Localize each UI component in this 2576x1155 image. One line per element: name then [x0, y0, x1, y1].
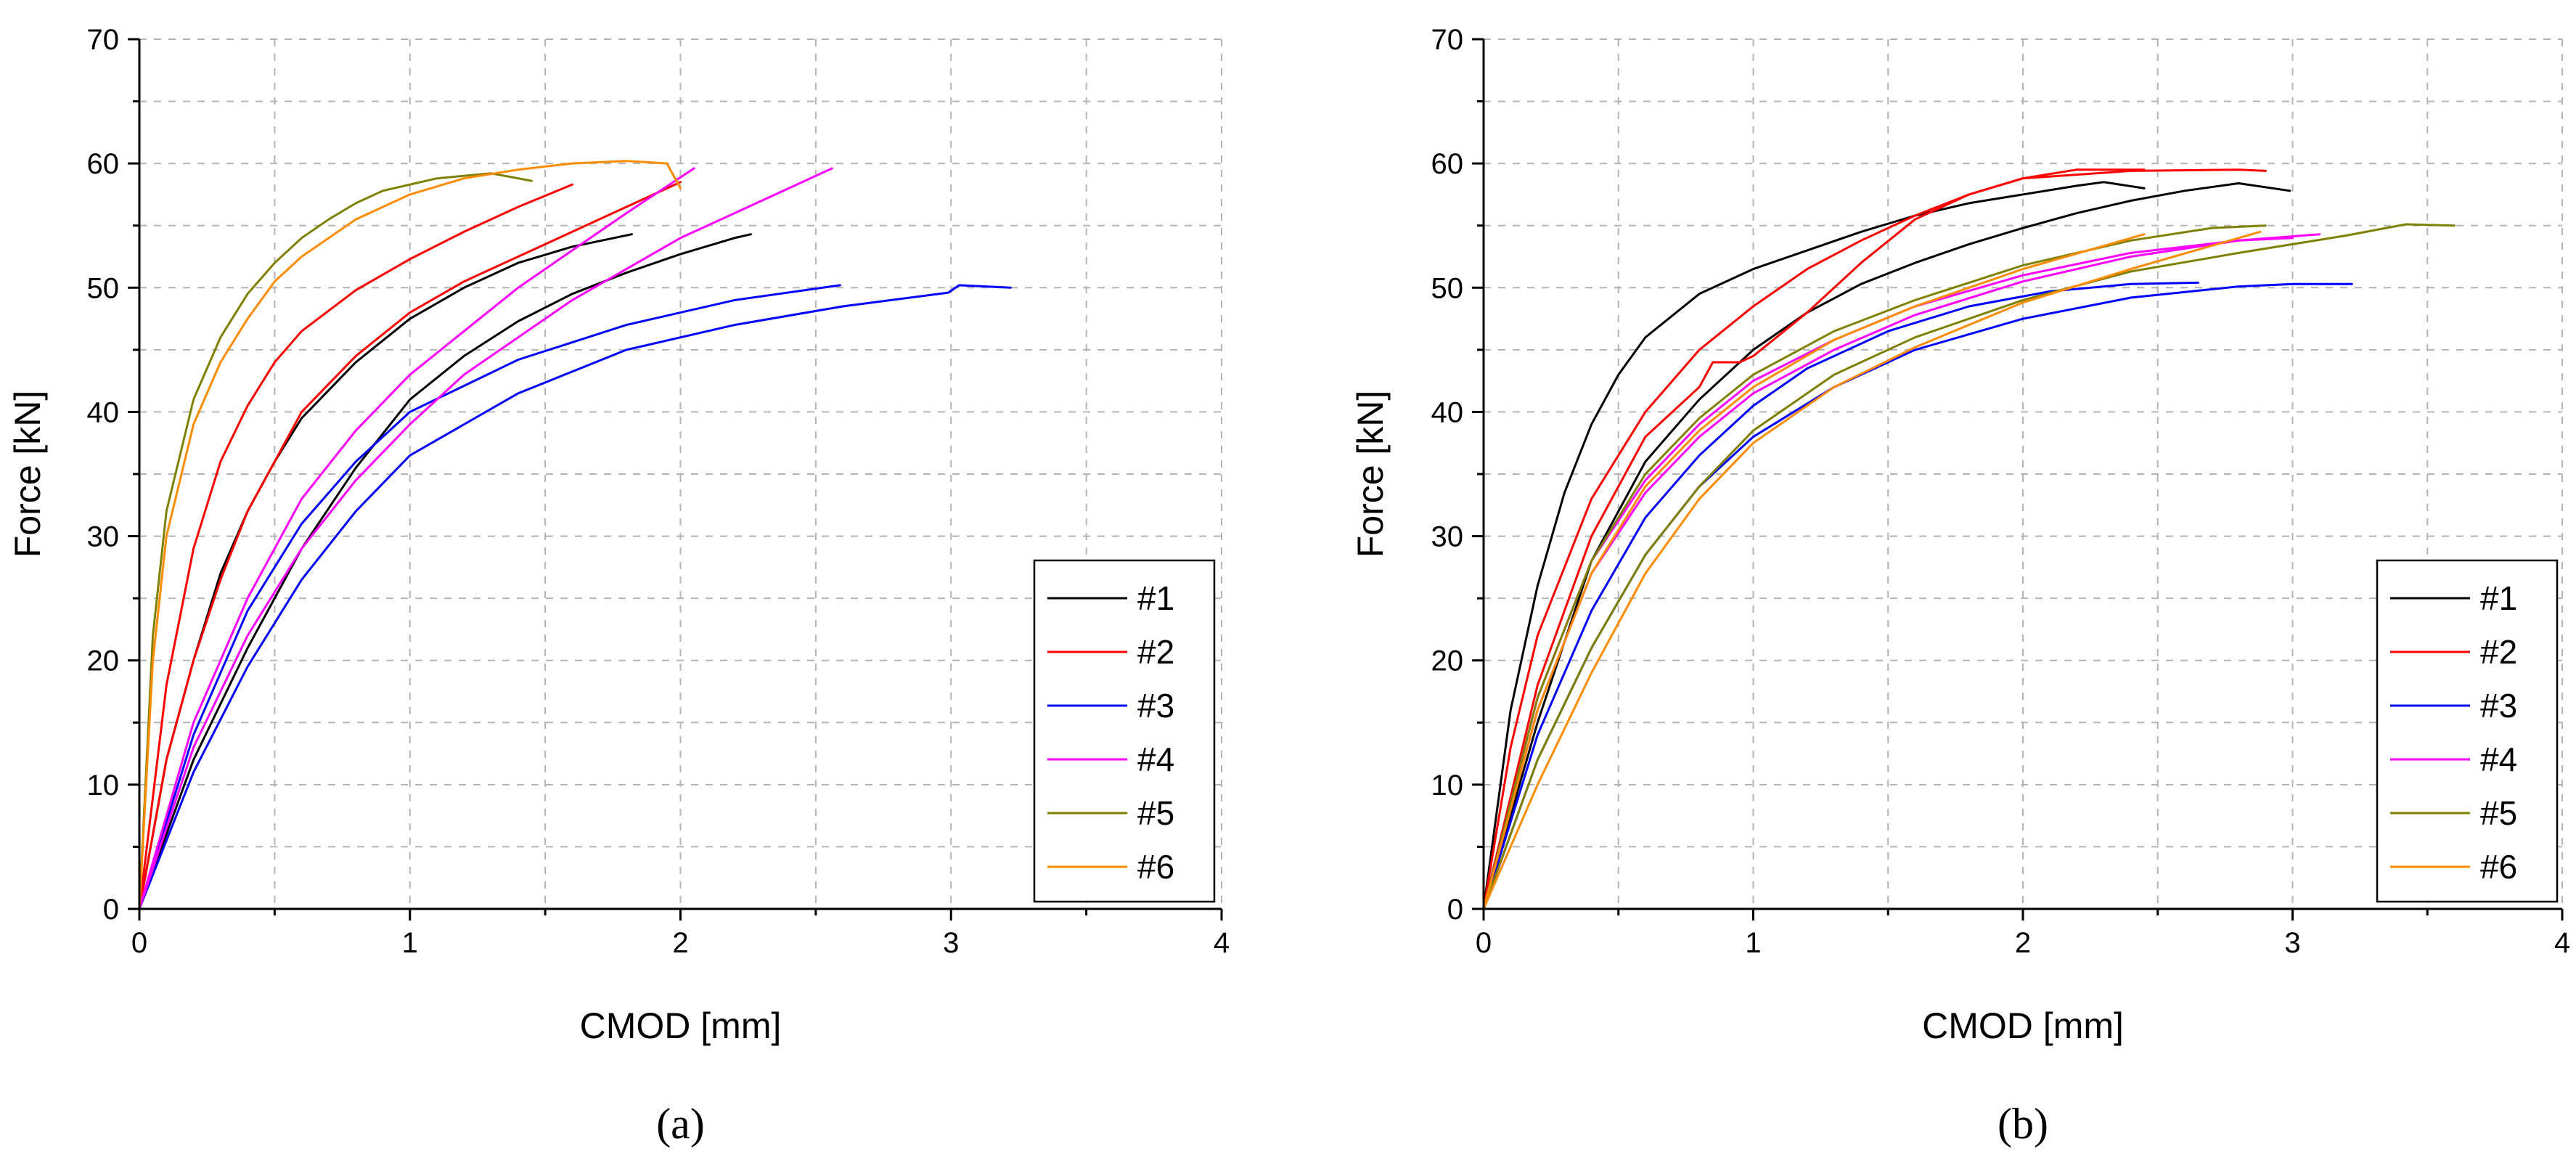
series-line-n5-8: [1482, 224, 2267, 910]
series-line-n1-1: [138, 233, 752, 910]
x-tick-label: 4: [2554, 927, 2570, 959]
series-line-n2-3: [1482, 168, 2267, 910]
y-tick-label: 0: [103, 894, 119, 926]
series-line-n1-1: [1482, 182, 2291, 910]
series-line-n4-7: [1482, 237, 2294, 910]
x-tick-label: 1: [402, 927, 418, 959]
legend-label: #5: [1137, 794, 1174, 832]
y-tick-label: 40: [1431, 396, 1464, 428]
x-tick-label: 0: [1476, 927, 1492, 959]
y-tick-label: 20: [1431, 645, 1464, 677]
panel-a-label: (a): [656, 1100, 705, 1148]
y-tick-label: 60: [87, 148, 120, 180]
series-line-n6-10: [1482, 233, 2146, 910]
panel-a-series: [138, 160, 1012, 910]
legend-label: #1: [2480, 579, 2517, 617]
x-tick-label: 4: [1214, 927, 1230, 959]
series-line-n6-9: [138, 160, 682, 910]
y-tick-label: 40: [87, 396, 120, 428]
legend-box: [2376, 559, 2559, 903]
legend-label: #6: [1137, 848, 1174, 886]
y-tick-label: 70: [87, 24, 120, 56]
panel-b-y-axis-title: Force [kN]: [1350, 391, 1391, 558]
series-line-n3-4: [138, 284, 841, 910]
legend-box: [1033, 559, 1216, 903]
x-tick-label: 1: [1745, 927, 1761, 959]
series-line-n5-8: [138, 172, 533, 910]
series-line-n2-3: [138, 181, 682, 910]
x-tick-label: 3: [943, 927, 959, 959]
legend-label: #3: [2480, 687, 2517, 725]
y-tick-label: 50: [87, 272, 120, 304]
y-tick-label: 50: [1431, 272, 1464, 304]
y-tick-label: 10: [1431, 770, 1464, 801]
series-line-n1-0: [138, 233, 633, 910]
panel-a-x-axis-title: CMOD [mm]: [580, 1005, 782, 1046]
y-tick-label: 10: [87, 770, 120, 801]
legend-label: #1: [1137, 579, 1174, 617]
x-tick-label: 2: [672, 927, 688, 959]
x-tick-label: 3: [2284, 927, 2300, 959]
series-line-n3-5: [1482, 282, 2353, 910]
series-line-n4-6: [138, 167, 695, 910]
x-tick-label: 0: [131, 927, 147, 959]
panel-a-legend: #1 #2 #3 #4 #5 #6: [1033, 559, 1216, 903]
y-tick-label: 70: [1431, 24, 1464, 56]
panel-b-series: [1482, 168, 2456, 910]
x-tick-label: 2: [2015, 927, 2031, 959]
series-line-n2-2: [1482, 168, 2146, 910]
y-tick-label: 60: [1431, 148, 1464, 180]
legend-label: #3: [1137, 687, 1174, 725]
panel-b-x-axis-title: CMOD [mm]: [1922, 1005, 2124, 1046]
series-line-n4-6: [1482, 233, 2321, 910]
legend-label: #6: [2480, 848, 2517, 886]
series-line-n6-11: [1482, 230, 2262, 910]
legend-label: #2: [2480, 633, 2517, 671]
legend-label: #2: [1137, 633, 1174, 671]
legend-label: #4: [2480, 740, 2517, 778]
legend-label: #5: [2480, 794, 2517, 832]
series-line-n4-7: [138, 167, 833, 910]
series-line-n2-2: [138, 183, 573, 910]
series-line-n3-5: [138, 284, 1012, 910]
panel-b-label: (b): [1998, 1100, 2048, 1148]
y-tick-label: 30: [1431, 521, 1464, 553]
panel-b-legend: #1 #2 #3 #4 #5 #6: [2376, 559, 2559, 903]
legend-label: #4: [1137, 740, 1174, 778]
series-line-n3-4: [1482, 281, 2199, 910]
y-tick-label: 0: [1447, 894, 1463, 926]
panel-a-y-axis-title: Force [kN]: [7, 391, 48, 558]
series-line-n5-9: [1482, 223, 2456, 910]
y-tick-label: 20: [87, 645, 120, 677]
series-line-n1-0: [1482, 181, 2146, 910]
y-tick-label: 30: [87, 521, 120, 553]
